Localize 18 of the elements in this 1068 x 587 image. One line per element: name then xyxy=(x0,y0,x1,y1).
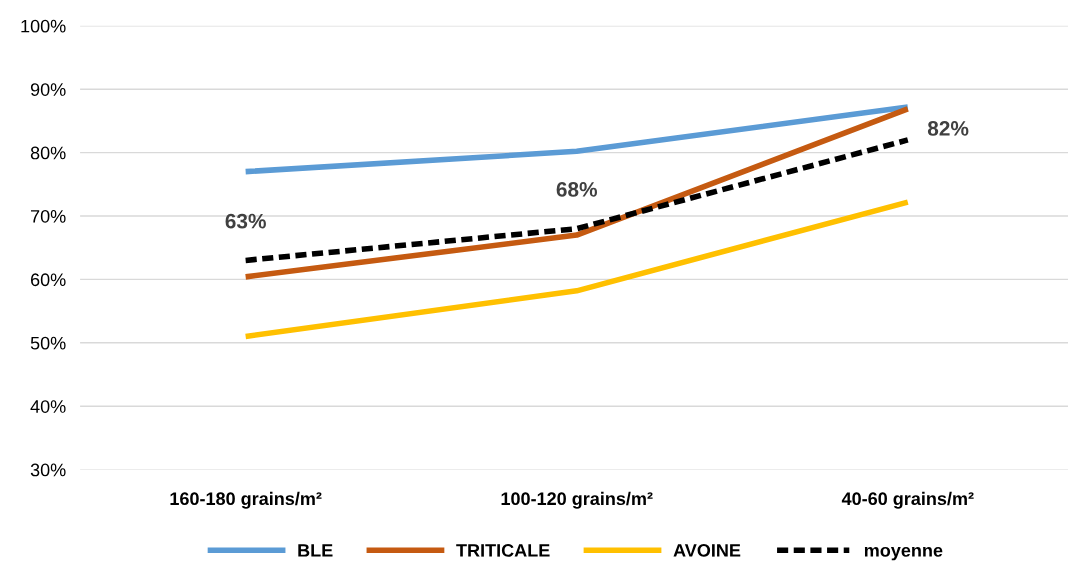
x-tick-label: 100-120 grains/m² xyxy=(501,491,653,509)
y-tick-label: 100% xyxy=(21,19,66,33)
legend-label: TRITICALE xyxy=(456,544,550,557)
y-tick-label: 30% xyxy=(30,463,66,477)
y-tick-label: 50% xyxy=(30,336,66,350)
x-tick-label: 40-60 grains/m² xyxy=(841,491,974,509)
y-tick-label: 80% xyxy=(30,146,66,160)
legend-label: BLE xyxy=(298,544,333,557)
data-label: 82% xyxy=(927,121,969,136)
data-label: 63% xyxy=(225,213,266,229)
x-tick-label: 160-180 grains/m² xyxy=(170,491,322,509)
y-tick-label: 60% xyxy=(30,273,66,287)
y-tick-label: 90% xyxy=(30,83,66,96)
y-tick-label: 40% xyxy=(30,400,66,413)
y-tick-label: 70% xyxy=(31,209,66,223)
legend-label: AVOINE xyxy=(673,544,741,557)
data-label: 68% xyxy=(556,182,598,197)
legend-label: moyenne xyxy=(864,546,943,561)
